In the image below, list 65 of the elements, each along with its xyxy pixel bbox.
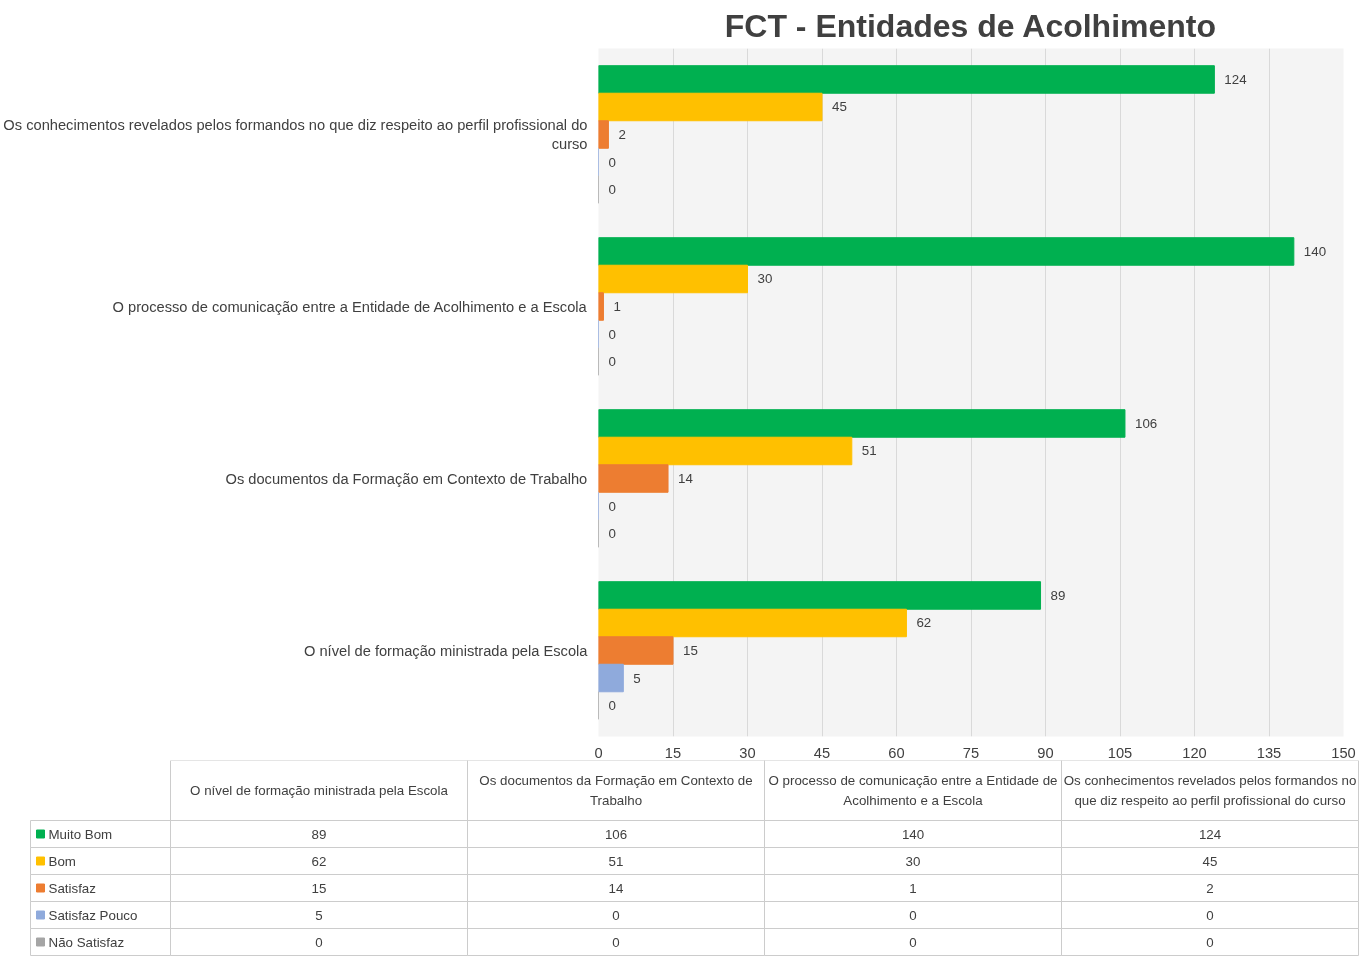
data-label: 15 [683,643,698,658]
data-label: 14 [678,471,694,486]
x-tick-label: 0 [594,744,603,761]
x-tick-label: 30 [739,744,756,761]
text: 0 [315,934,323,950]
text: 106 [604,826,628,842]
text: 2 [1206,880,1214,896]
legend-label: Satisfaz Pouco [48,907,138,923]
x-tick-label: 90 [1037,744,1054,761]
category-label: O nível de formação ministrada pela Escola [190,783,448,798]
text: 62 [311,853,327,869]
data-label: 0 [608,498,616,514]
text: 0 [612,907,620,923]
text: 140 [901,826,925,842]
data-label: 0 [608,698,616,714]
text: 51 [608,853,624,869]
text: 30 [905,853,921,869]
data-label: 89 [1050,587,1066,603]
category-label: Os documentos da Formação em Contexto de Trabalho [479,773,753,808]
text: 0 [1206,934,1214,950]
text: 0 [612,934,620,950]
x-tick-label: 120 [1182,744,1207,761]
data-label: 62 [916,615,932,631]
legend-label: Muito Bom [48,826,113,842]
data-label: 1 [613,299,621,314]
y-tick-label: Os documentos da Formação em Contexto de Trabalho [225,470,588,487]
y-tick-label: O nível de formação ministrada pela Escola [304,642,589,659]
x-tick-label: 105 [1107,744,1133,761]
category-label: O processo de comunicação entre a Entidade de Acolhimento e a Escola [768,773,1058,808]
data-label: 0 [608,354,616,370]
x-tick-label: 45 [813,744,831,761]
text: 0 [1206,907,1214,923]
data-label: 30 [757,271,773,287]
data-label: 124 [1224,71,1248,87]
x-tick-label: 15 [664,744,682,761]
data-label: 106 [1134,415,1158,431]
text: 124 [1198,826,1222,842]
y-tick-label: Os conhecimentos revelados pelos formandos no que diz respeito ao perfil profissional do curso [3,116,588,153]
data-label: 0 [608,526,616,542]
text: 0 [909,934,917,950]
text: 5 [315,907,323,923]
data-label: 45 [832,99,847,115]
data-label: 51 [861,443,877,459]
text: 89 [311,826,327,842]
text: 45 [1202,853,1218,869]
x-tick-label: 150 [1331,744,1356,761]
data-label: 0 [608,326,616,342]
text: 1 [909,880,917,896]
text: 15 [311,880,327,896]
legend-label: Satisfaz [48,880,96,896]
text: 0 [909,907,917,923]
data-label: 0 [608,154,616,170]
x-tick-label: 75 [962,744,980,761]
legend-label: Bom [48,853,76,869]
data-label: 5 [633,670,641,686]
data-label: 0 [608,182,616,198]
legend-label: Não Satisfaz [48,934,125,950]
x-tick-label: 60 [888,744,905,761]
category-label: Os conhecimentos revelados pelos formandos no que diz respeito ao perfil profissional do curso [1063,773,1357,808]
y-tick-label: O processo de comunicação entre a Entidade de Acolhimento e a Escola [112,298,588,315]
data-label: 140 [1303,243,1327,259]
text: 14 [608,880,624,896]
data-label: 2 [618,127,626,142]
x-tick-label: 135 [1256,744,1282,761]
chart-title: FCT - Entidades de Acolhimento [724,7,1217,44]
